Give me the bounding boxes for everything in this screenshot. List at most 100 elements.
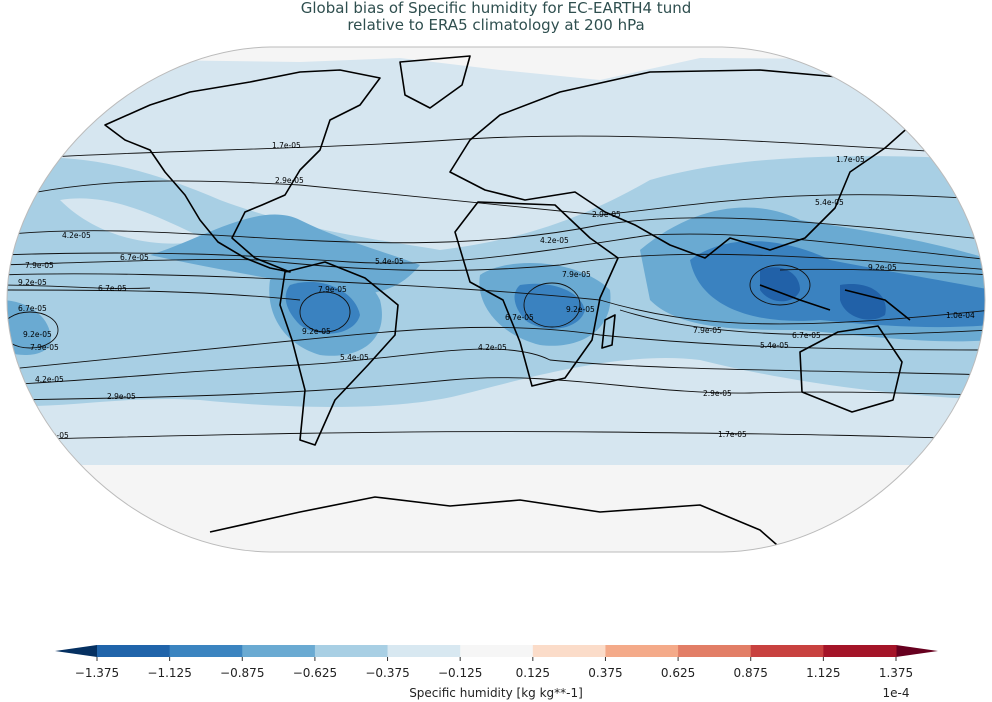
contour-label: 9.2e-05 bbox=[18, 278, 47, 287]
contour-label: 6.7e-05 bbox=[18, 304, 47, 313]
contour-6.7e-05-south bbox=[7, 289, 985, 336]
contour-label: 9.2e-05 bbox=[868, 263, 897, 272]
fill-strong-west-pacific bbox=[7, 300, 51, 355]
contour-label: 9.2e-05 bbox=[566, 305, 595, 314]
contour-label: 2.9e-05 bbox=[275, 176, 304, 185]
contour-label: 2.9e-05 bbox=[703, 389, 732, 398]
contour-4.2e-05-south bbox=[7, 348, 985, 386]
contour-label: 4.2e-05 bbox=[62, 231, 91, 240]
contour-label: 5.4e-05 bbox=[815, 198, 844, 207]
contour-label: 4.2e-05 bbox=[478, 343, 507, 352]
fill-stronger-amazon bbox=[285, 281, 360, 334]
coast-greenland bbox=[399, 55, 471, 109]
fill-stronger-congo bbox=[514, 283, 585, 329]
coastlines bbox=[104, 55, 931, 552]
contour-5.4e-05-north bbox=[7, 233, 985, 264]
contour-pacific-closed bbox=[7, 311, 59, 349]
contour-label: 6.7e-05 bbox=[505, 313, 534, 322]
contour-label: 2.9e-05 bbox=[107, 392, 136, 401]
contour-2.9e-05-north bbox=[7, 180, 985, 216]
colorbar-segment bbox=[169, 645, 243, 657]
contour-6.7e-05-north bbox=[7, 253, 985, 271]
coast-north-america bbox=[104, 69, 381, 273]
colorbar-tick-label: 1.125 bbox=[806, 666, 840, 680]
contour-amazon-closed bbox=[299, 291, 351, 333]
contour-label: 1.7e-05 bbox=[718, 430, 747, 439]
colorbar-tick-label: −0.125 bbox=[438, 666, 482, 680]
contour-label: 9.2e-05 bbox=[23, 330, 52, 339]
coast-south-america bbox=[279, 261, 399, 446]
contour-label: 4.2e-05 bbox=[540, 236, 569, 245]
contour-1.7e-05-south bbox=[7, 431, 985, 441]
colorbar-segment bbox=[823, 645, 897, 657]
contour-label: 6.7e-05 bbox=[98, 284, 127, 293]
colorbar-segment bbox=[97, 645, 171, 657]
colorbar-tick-label: 1.375 bbox=[879, 666, 913, 680]
colorbar-tick-label: 0.875 bbox=[734, 666, 768, 680]
contour-label: 6.7e-05 bbox=[120, 253, 149, 262]
title-line-1: Global bias of Specific humidity for EC-… bbox=[300, 0, 692, 17]
contour-5.4e-05-south bbox=[7, 326, 985, 371]
contour-label: 7.9e-05 bbox=[30, 343, 59, 352]
colorbar-tick-label: −1.125 bbox=[147, 666, 191, 680]
colorbar-segment bbox=[314, 645, 389, 657]
contour-2.9e-05-south bbox=[7, 377, 985, 401]
coast-madagascar bbox=[601, 314, 616, 349]
colorbar-tick-label: 0.375 bbox=[588, 666, 622, 680]
colorbar-tick-label: −0.875 bbox=[220, 666, 264, 680]
contour-label: 5.4e-05 bbox=[760, 341, 789, 350]
colorbar-segment bbox=[242, 645, 316, 657]
colorbar-segment bbox=[387, 645, 461, 657]
contour-label: 6.7e-05 bbox=[792, 331, 821, 340]
contour-label: 1.7e-05 bbox=[272, 141, 301, 150]
coast-eurasia bbox=[449, 69, 931, 259]
contour-4.2e-05-north bbox=[7, 217, 985, 244]
coast-indonesia bbox=[759, 284, 911, 321]
contour-label: 7.9e-05 bbox=[562, 270, 591, 279]
fill-stronger-maritime-continent bbox=[690, 241, 985, 328]
contour-label: 5.4e-05 bbox=[375, 257, 404, 266]
contour-label: 7.9e-05 bbox=[693, 326, 722, 335]
colorbar-segment bbox=[750, 645, 824, 657]
colorbar-label: Specific humidity [kg kg**-1] bbox=[409, 686, 583, 700]
contour-label: 9.2e-05 bbox=[302, 327, 331, 336]
contour-label: 2.9e-05 bbox=[592, 210, 621, 219]
fill-near-zero-south bbox=[7, 465, 985, 552]
colorbar-segment bbox=[532, 645, 606, 657]
colorbar-extend-over bbox=[896, 645, 938, 657]
contour-label: 7.9e-05 bbox=[318, 285, 347, 294]
colorbar-tick-label: 0.625 bbox=[661, 666, 695, 680]
fill-near-zero-north bbox=[7, 47, 985, 80]
colorbar-segment bbox=[605, 645, 679, 657]
colorbar-segment bbox=[460, 645, 534, 657]
contour-1.7e-05-north bbox=[7, 135, 985, 161]
coast-australia bbox=[799, 325, 903, 413]
contour-congo-closed bbox=[523, 282, 581, 328]
title-line-2: relative to ERA5 climatology at 200 hPa bbox=[347, 16, 645, 34]
contour-label: 5.4e-05 bbox=[340, 353, 369, 362]
coast-africa bbox=[454, 201, 619, 387]
colorbar-scale: 1e-4 bbox=[883, 686, 910, 700]
fill-light-patch bbox=[60, 198, 210, 244]
colorbar-tick-label: −0.625 bbox=[293, 666, 337, 680]
colorbar-extend-under bbox=[55, 645, 97, 657]
contour-label: 1.0e-04 bbox=[946, 311, 975, 320]
contour-indonesia-closed bbox=[749, 264, 811, 306]
fill-strongest-2 bbox=[840, 284, 886, 320]
coast-antarctica bbox=[209, 496, 786, 552]
colorbar-tick-label: −0.375 bbox=[365, 666, 409, 680]
fill-strongest-1 bbox=[760, 267, 800, 302]
contour-lines bbox=[7, 135, 985, 441]
colorbar-tick-label: −1.375 bbox=[75, 666, 119, 680]
contour-label: 7.9e-05 bbox=[25, 261, 54, 270]
contour-label: 1.7e-05 bbox=[40, 431, 69, 440]
contour-7.9e-05 bbox=[7, 273, 985, 325]
map-border bbox=[6, 46, 986, 553]
colorbar-tick-label: 0.125 bbox=[516, 666, 550, 680]
chart-title: Global bias of Specific humidity for EC-… bbox=[0, 0, 992, 34]
colorbar-segment bbox=[678, 645, 752, 657]
colorbar: −1.375 −1.125 −0.875 −0.625 −0.375 −0.125 0.12… bbox=[55, 645, 938, 680]
contour-label: 4.2e-05 bbox=[35, 375, 64, 384]
